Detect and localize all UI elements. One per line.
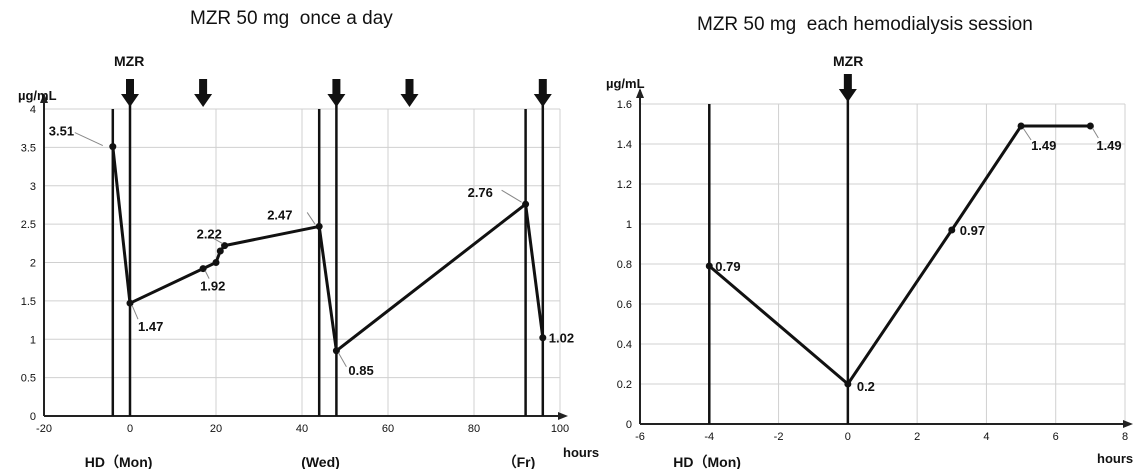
chart-1-series-line <box>111 146 545 353</box>
chart-1-data-label: 1.47 <box>138 319 163 334</box>
chart-2-series-line <box>708 124 1091 386</box>
chart-2-y-axis-label: µg/mL <box>606 76 645 91</box>
chart-1-data-label: 2.22 <box>197 227 222 242</box>
chart-1-x-tick-label: 20 <box>210 423 222 435</box>
chart-2-x-tick-label: 2 <box>914 431 920 443</box>
chart-2-data-point <box>948 226 956 234</box>
chart-1-dose-arrow <box>327 79 346 107</box>
chart-1-y-tick-label: 1.5 <box>21 296 36 308</box>
chart-2-y-tick-label: 0 <box>626 419 632 431</box>
chart-1-data-point <box>216 247 224 255</box>
chart-1-data-label-leader <box>131 304 139 320</box>
chart-2-y-tick-label: 1.2 <box>617 179 632 191</box>
chart-2-data-label: 0.97 <box>960 223 985 238</box>
chart-1-x-axis-arrowhead <box>558 412 568 420</box>
chart-1-data-label: 1.92 <box>200 279 225 294</box>
chart-2-data-label: 0.2 <box>857 379 875 394</box>
chart-1-title: MZR 50 mg once a day <box>190 8 393 29</box>
chart-2-x-tick-label: 6 <box>1053 431 1059 443</box>
chart-1-data-label-leader <box>208 235 223 245</box>
chart-2-x-tick-label: 4 <box>983 431 989 443</box>
chart-1-data-label: 0.85 <box>348 363 373 378</box>
chart-1-data-point <box>332 347 340 355</box>
chart-2-data-point <box>1086 122 1094 130</box>
chart-1-data-point <box>212 259 220 266</box>
chart-1-data-point <box>199 265 207 273</box>
chart-1-data-point <box>539 334 547 342</box>
chart-1-x-tick-label: 60 <box>382 423 394 435</box>
chart-1-x-tick-label: -20 <box>36 423 52 435</box>
chart-1-dose-arrow <box>400 79 419 107</box>
chart-2-data-label: 1.49 <box>1096 138 1121 153</box>
chart-1-y-tick-label: 3.5 <box>21 142 36 154</box>
chart-1-dose-arrow <box>121 79 139 107</box>
chart-2-dose-arrow <box>838 74 857 102</box>
chart-2-dose-label: MZR <box>833 53 863 69</box>
chart-2-x-tick-label: 8 <box>1122 431 1128 443</box>
chart-2-x-tick-label: -6 <box>635 431 645 443</box>
chart-2-x-tick-label: -4 <box>704 431 714 443</box>
chart-1-y-axis-arrowhead <box>40 93 48 103</box>
chart-1-y-tick-label: 3 <box>30 181 36 193</box>
chart-1-data-label: 3.51 <box>49 124 74 139</box>
chart-1-data-point <box>522 200 530 208</box>
chart-2-title: MZR 50 mg each hemodialysis session <box>697 14 1033 35</box>
chart-2-data-point <box>705 262 713 270</box>
chart-1-y-tick-label: 2.5 <box>21 219 36 231</box>
chart-1-data-label-leader <box>501 189 522 203</box>
chart-1-data-label-leader <box>337 352 347 368</box>
chart-2-y-tick-label: 0.8 <box>617 259 632 271</box>
chart-2-x-axis-label: hours <box>1097 451 1133 466</box>
chart-1-y-tick-label: 0.5 <box>21 373 36 385</box>
chart-2-y-tick-label: 1 <box>626 219 632 231</box>
chart-2-data-label-leader <box>1022 127 1032 141</box>
chart-1-data-point <box>109 143 117 151</box>
chart-1-dose-label: MZR <box>114 53 144 69</box>
chart-2-y-tick-label: 0.2 <box>617 379 632 391</box>
chart-1-x-axis-label: hours <box>563 445 599 460</box>
chart-2-data-label-leader <box>1091 127 1099 139</box>
chart-1-x-tick-label: 80 <box>468 423 480 435</box>
chart-1-data-label: 1.02 <box>549 331 574 346</box>
chart-2-data-label: 0.79 <box>715 259 740 274</box>
chart-1-day-label: HD（Mon) <box>85 454 153 469</box>
chart-1-y-axis-label: µg/mL <box>18 88 57 103</box>
chart-1-dose-arrow <box>533 79 552 107</box>
chart-2-data-point <box>1017 122 1025 130</box>
chart-1-y-tick-label: 2 <box>30 258 36 270</box>
chart-1-data-label: 2.76 <box>468 185 493 200</box>
chart-1-data-point <box>126 299 134 307</box>
chart-1-data-label-leader <box>74 132 104 147</box>
chart-1-data-point <box>315 222 323 230</box>
chart-2-data-label: 1.49 <box>1031 138 1056 153</box>
chart-2-x-tick-label: -2 <box>774 431 784 443</box>
chart-2-data-point <box>844 380 852 388</box>
chart-1-dose-arrow <box>194 79 213 107</box>
chart-2-y-tick-label: 1.6 <box>617 99 632 111</box>
chart-2-y-axis-arrowhead <box>636 88 644 98</box>
chart-1-day-label: (Wed) <box>301 454 340 469</box>
chart-1-day-label: （Fr) <box>503 454 536 469</box>
chart-2-x-axis-arrowhead <box>1123 420 1133 428</box>
chart-2-y-tick-label: 0.4 <box>617 339 632 351</box>
chart-1-data-label: 2.47 <box>267 207 292 222</box>
chart-1-y-tick-label: 1 <box>30 334 36 346</box>
chart-2-y-tick-label: 1.4 <box>617 139 632 151</box>
chart-1-data-point <box>221 242 229 250</box>
chart-1-y-tick-label: 4 <box>30 104 36 116</box>
chart-1-x-tick-label: 0 <box>127 423 133 435</box>
chart-2-day-label: HD（Mon) <box>673 454 741 469</box>
chart-1-x-tick-label: 100 <box>551 423 569 435</box>
chart-1-x-tick-label: 40 <box>296 423 308 435</box>
chart-1-y-tick-label: 0 <box>30 411 36 423</box>
chart-1-data-label-leader <box>306 212 316 225</box>
chart-2-x-tick-label: 0 <box>845 431 851 443</box>
chart-1-data-label-leader <box>204 270 210 279</box>
chart-2-y-tick-label: 0.6 <box>617 299 632 311</box>
